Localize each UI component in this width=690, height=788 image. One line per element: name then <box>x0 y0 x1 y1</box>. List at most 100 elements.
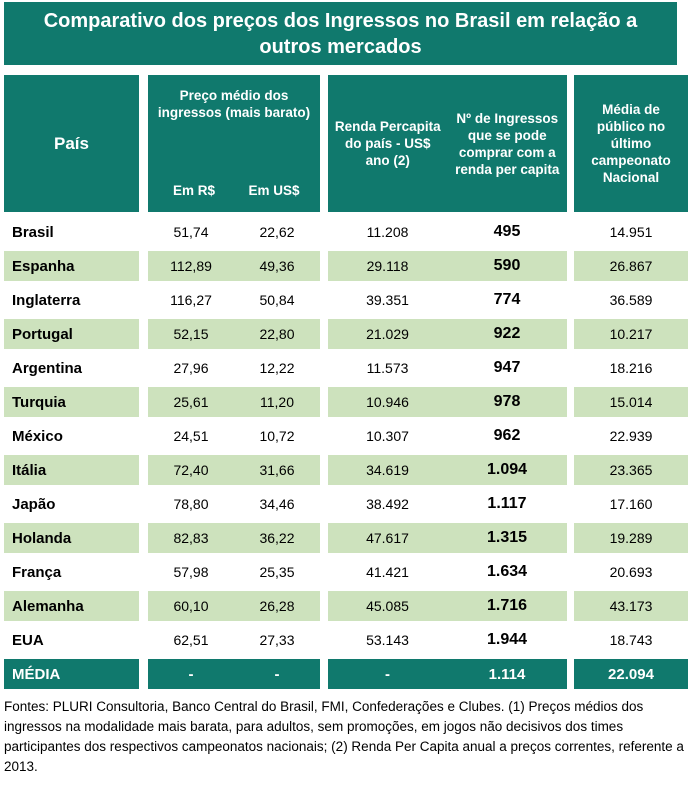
income-cells: 11.573 947 <box>328 353 567 383</box>
attendance-cell: 26.867 <box>574 251 688 281</box>
income-cells: 39.351 774 <box>328 285 567 315</box>
header-avg-price-label: Preço médio dos ingressos (mais barato) <box>157 88 311 120</box>
attendance-cell: 23.365 <box>574 455 688 485</box>
tickets-cell: 1.944 <box>486 631 528 648</box>
header-country-label: País <box>54 134 89 153</box>
sources-footnote: Fontes: PLURI Consultoria, Banco Central… <box>4 699 684 774</box>
price-usd-cell: 10,72 <box>259 428 295 444</box>
price-brl-cell: - <box>188 665 194 683</box>
price-cells: 52,15 22,80 <box>148 319 320 349</box>
tickets-cell: 590 <box>493 257 521 274</box>
attendance-cell: 19.289 <box>574 523 688 553</box>
header-income-block: Renda Percapita do país - US$ ano (2) Nº… <box>328 75 567 212</box>
table-body: Brasil 51,74 22,62 11.208 495 14.951 Esp… <box>4 215 688 691</box>
price-usd-cell: - <box>274 665 280 683</box>
table-row-italia: Itália 72,40 31,66 34.619 1.094 23.365 <box>4 453 688 487</box>
country-cell: Turquia <box>4 387 139 417</box>
table-row-mexico: México 24,51 10,72 10.307 962 22.939 <box>4 419 688 453</box>
price-cells: 60,10 26,28 <box>148 591 320 621</box>
tickets-cell: 922 <box>493 325 521 342</box>
country-cell: Espanha <box>4 251 139 281</box>
header-price-subcolumns: Em R$ Em US$ <box>154 182 314 199</box>
price-usd-cell: 50,84 <box>259 292 295 308</box>
country-cell: Holanda <box>4 523 139 553</box>
country-cell: EUA <box>12 631 44 649</box>
income-cell: 11.208 <box>366 224 409 240</box>
tickets-cell: 1.315 <box>486 529 528 546</box>
price-usd-cell: 27,33 <box>259 632 295 648</box>
income-cell: 21.029 <box>366 326 409 342</box>
country-cell: Portugal <box>4 319 139 349</box>
price-cells: 112,89 49,36 <box>148 251 320 281</box>
attendance-cell: 17.160 <box>609 496 653 512</box>
attendance-cell: 36.589 <box>609 292 653 308</box>
attendance-cell: 18.216 <box>609 360 653 376</box>
tickets-cell: 1.634 <box>486 563 528 580</box>
table-row-japao: Japão 78,80 34,46 38.492 1.117 17.160 <box>4 487 688 521</box>
table-row-turquia: Turquia 25,61 11,20 10.946 978 15.014 <box>4 385 688 419</box>
country-cell: Itália <box>4 455 139 485</box>
income-cells: 11.208 495 <box>328 217 567 247</box>
income-cell: 34.619 <box>366 462 409 478</box>
table-row-media: MÉDIA - - - 1.114 22.094 <box>4 657 688 691</box>
income-cells: 10.946 978 <box>328 387 567 417</box>
income-cell: 41.421 <box>366 564 409 580</box>
price-usd-cell: 36,22 <box>259 530 295 546</box>
media-label-cell: MÉDIA <box>4 659 139 689</box>
price-brl-cell: 116,27 <box>170 292 212 308</box>
header-income-percapita: Renda Percapita do país - US$ ano (2) <box>334 119 441 168</box>
price-brl-cell: 78,80 <box>173 496 209 512</box>
table-row-franca: França 57,98 25,35 41.421 1.634 20.693 <box>4 555 688 589</box>
price-brl-cell: 51,74 <box>173 224 209 240</box>
table-row-eua: EUA 62,51 27,33 53.143 1.944 18.743 <box>4 623 688 657</box>
price-cells: 57,98 25,35 <box>148 557 320 587</box>
tickets-cell: 962 <box>493 427 521 444</box>
attendance-cell: 20.693 <box>609 564 653 580</box>
attendance-cell: 15.014 <box>574 387 688 417</box>
header-avg-price: Preço médio dos ingressos (mais barato) … <box>148 75 320 212</box>
income-cell: 39.351 <box>366 292 409 308</box>
country-cell: Inglaterra <box>12 291 81 309</box>
table-row-argentina: Argentina 27,96 12,22 11.573 947 18.216 <box>4 351 688 385</box>
price-cells: 78,80 34,46 <box>148 489 320 519</box>
income-cell: 47.617 <box>366 530 409 546</box>
price-usd-cell: 31,66 <box>259 462 295 478</box>
table-row-portugal: Portugal 52,15 22,80 21.029 922 10.217 <box>4 317 688 351</box>
price-cells: - - <box>148 659 320 689</box>
price-brl-cell: 52,15 <box>173 326 209 342</box>
page-title: Comparativo dos preços dos Ingressos no … <box>43 9 638 58</box>
tickets-cell: 1.716 <box>486 597 528 614</box>
income-cells: 29.118 590 <box>328 251 567 281</box>
price-cells: 82,83 36,22 <box>148 523 320 553</box>
income-cell: 11.573 <box>366 360 409 376</box>
income-cells: 53.143 1.944 <box>328 625 567 655</box>
country-cell: México <box>12 427 63 445</box>
income-cells: - 1.114 <box>328 659 567 689</box>
price-usd-cell: 49,36 <box>259 258 295 274</box>
header-price-usd: Em US$ <box>248 183 300 198</box>
price-brl-cell: 57,98 <box>173 564 209 580</box>
price-brl-cell: 82,83 <box>173 530 209 546</box>
header-country: País <box>4 75 139 212</box>
price-usd-cell: 26,28 <box>259 598 295 614</box>
tickets-cell: 774 <box>493 291 521 308</box>
price-cells: 51,74 22,62 <box>148 217 320 247</box>
tickets-cell: 1.094 <box>486 461 528 478</box>
price-brl-cell: 112,89 <box>170 258 212 274</box>
header-price-brl: Em R$ <box>172 183 216 198</box>
price-usd-cell: 22,80 <box>259 326 295 342</box>
income-cells: 47.617 1.315 <box>328 523 567 553</box>
income-cells: 45.085 1.716 <box>328 591 567 621</box>
tickets-cell: 495 <box>493 223 521 240</box>
income-cell: 53.143 <box>366 632 409 648</box>
table-row-inglaterra: Inglaterra 116,27 50,84 39.351 774 36.58… <box>4 283 688 317</box>
income-cell: 10.307 <box>366 428 409 444</box>
price-cells: 25,61 11,20 <box>148 387 320 417</box>
table-row-alemanha: Alemanha 60,10 26,28 45.085 1.716 43.173 <box>4 589 688 623</box>
tickets-cell: 978 <box>493 393 521 410</box>
price-brl-cell: 27,96 <box>173 360 209 376</box>
country-cell: França <box>12 563 62 581</box>
price-usd-cell: 22,62 <box>259 224 295 240</box>
price-brl-cell: 25,61 <box>173 394 209 410</box>
